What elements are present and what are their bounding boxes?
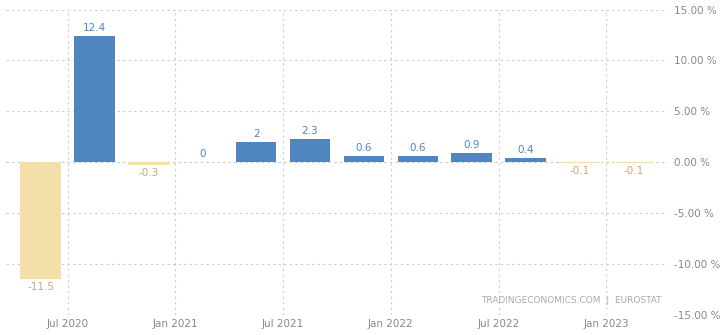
- Text: 0.9: 0.9: [463, 140, 480, 150]
- Bar: [236, 142, 277, 162]
- Bar: [505, 158, 546, 162]
- Text: TRADINGECONOMICS.COM  |  EUROSTAT: TRADINGECONOMICS.COM | EUROSTAT: [481, 296, 662, 306]
- Text: 12.4: 12.4: [83, 23, 106, 33]
- Text: 0.6: 0.6: [356, 143, 372, 153]
- Bar: [129, 162, 168, 165]
- Text: 0.6: 0.6: [409, 143, 426, 153]
- Bar: [613, 162, 653, 163]
- Text: 0.4: 0.4: [518, 145, 534, 155]
- Text: -0.1: -0.1: [569, 166, 590, 176]
- Bar: [398, 156, 438, 162]
- Text: -0.1: -0.1: [623, 166, 643, 176]
- Text: -0.3: -0.3: [138, 168, 158, 178]
- Bar: [343, 156, 384, 162]
- Bar: [20, 162, 61, 279]
- Text: -11.5: -11.5: [27, 282, 54, 292]
- Text: 2.3: 2.3: [302, 126, 318, 136]
- Text: 0: 0: [199, 149, 205, 159]
- Bar: [452, 153, 492, 162]
- Text: 2: 2: [253, 129, 259, 139]
- Bar: [559, 162, 600, 163]
- Bar: [74, 36, 115, 162]
- Bar: [290, 139, 330, 162]
